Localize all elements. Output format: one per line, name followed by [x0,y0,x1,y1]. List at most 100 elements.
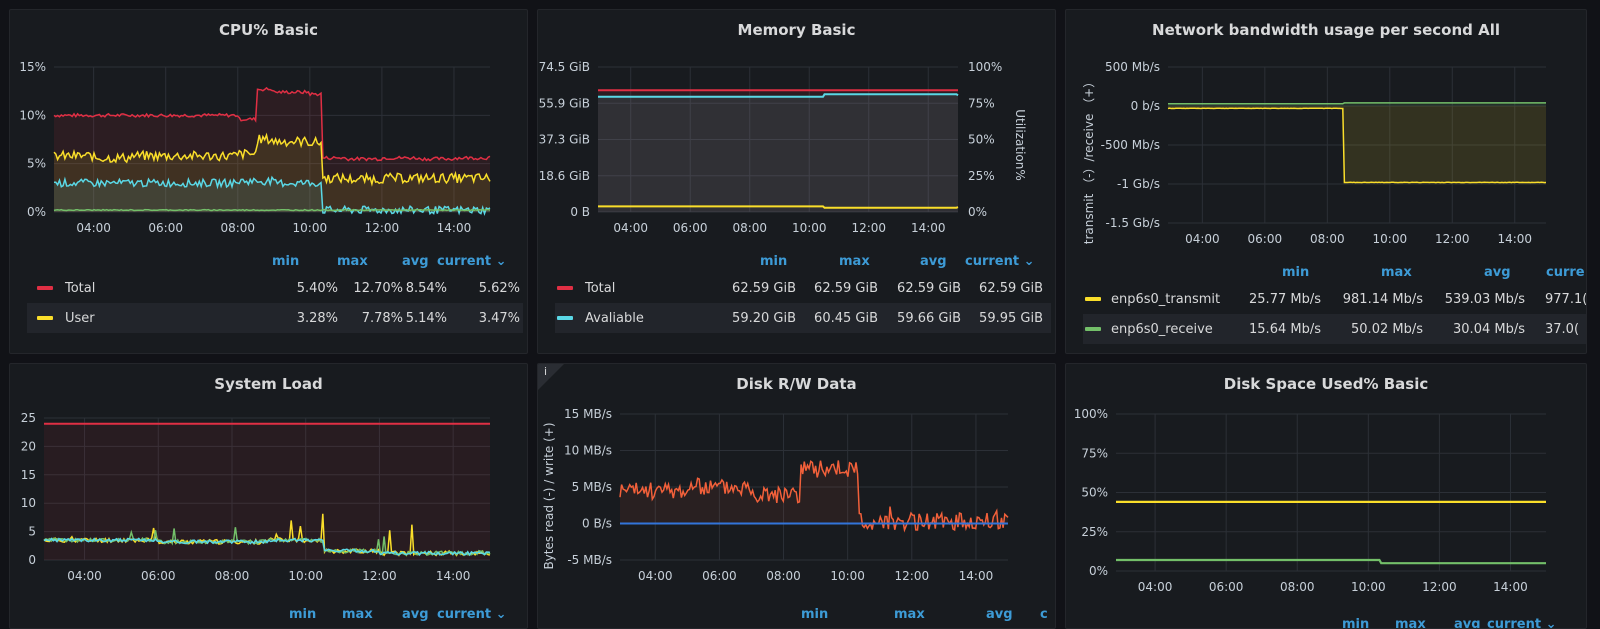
series-area [54,177,490,214]
legend-avg: 8.54% [405,280,447,296]
y-axis-label: transmit （-）/receive （+） [1082,76,1096,245]
legend-name: Total [65,280,96,296]
legend-max: 62.59 GiB [814,280,878,296]
legend-header-current[interactable]: current ⌄ [437,254,507,269]
legend-name: User [65,310,95,326]
panel-title[interactable]: Disk R/W Data [736,375,857,393]
legend-max: 50.02 Mb/s [1351,321,1423,337]
legend-header-max[interactable]: max [839,254,870,269]
y-tick-label: -500 Mb/s [1101,138,1160,152]
y2-tick-label: 25% [968,169,995,183]
legend-name: Total [585,280,616,296]
legend-header-avg[interactable]: avg [402,607,429,622]
disk-space-panel: Disk Space Used% Basic 100% 75% 50% 25% 0% 04… [1065,363,1587,629]
legend-header-max[interactable]: max [1381,265,1412,280]
legend-swatch [557,286,573,290]
y-tick-label: 10% [19,108,46,122]
y-tick-label: 0% [27,205,46,219]
legend-header-max[interactable]: max [337,254,368,269]
legend-header-min[interactable]: min [1342,617,1370,629]
y-tick-label: 74.5 GiB [539,60,590,74]
x-tick-label: 04:00 [67,569,102,583]
load-chart: 25 20 15 10 5 0 04:00 06:00 08:00 10:00 12:00 14:00 [21,411,491,583]
series-line-used [598,205,959,209]
legend-swatch [37,316,53,320]
legend-avg: 62.59 GiB [897,280,961,296]
series-area [598,94,958,212]
legend-row[interactable]: Total 62.59 GiB 62.59 GiB 62.59 GiB 62.5… [555,273,1051,303]
panel-title[interactable]: Disk Space Used% Basic [1223,375,1429,393]
legend-header-current[interactable]: c [1040,607,1048,622]
series-area [620,460,1008,530]
y-tick-label: 25% [1081,525,1108,539]
legend-max: 12.70% [353,280,403,296]
legend-row[interactable]: Total 5.40% 12.70% 8.54% 5.62% [27,273,523,303]
legend-header-avg[interactable]: avg [1484,265,1511,280]
y-tick-label: 20 [21,439,36,453]
legend-header-max[interactable]: max [1395,617,1426,629]
legend-header-max[interactable]: max [342,607,373,622]
y-tick-label: 5% [27,157,46,171]
y-tick-label: -1.5 Gb/s [1106,216,1160,230]
memory-panel: Memory Basic 74.5 GiB 55.9 GiB 37.3 GiB 18.… [537,9,1056,354]
legend-header-min[interactable]: min [760,254,788,269]
legend-min: 15.64 Mb/s [1249,321,1321,337]
x-tick-label: 14:00 [959,569,994,583]
legend-avg: 5.14% [405,310,447,326]
series-line-iowait [53,208,491,212]
legend-row[interactable]: User 3.28% 7.78% 5.14% 3.47% [27,303,523,333]
series-area [44,423,490,560]
legend-header-avg[interactable]: avg [920,254,947,269]
y2-tick-label: 75% [968,96,995,110]
legend-header-current[interactable]: current ⌄ [1487,617,1557,629]
legend-header-max[interactable]: max [894,607,925,622]
y-tick-label: 25 [21,411,36,425]
legend-header-avg[interactable]: avg [1454,617,1481,629]
x-tick-label: 06:00 [1248,232,1283,246]
info-icon[interactable]: i [538,364,564,390]
x-tick-label: 06:00 [148,221,183,235]
x-tick-label: 10:00 [1351,580,1386,594]
legend-header-current[interactable]: current ⌄ [965,254,1035,269]
series-area [54,134,490,212]
panel-title[interactable]: Network bandwidth usage per second All [1152,21,1500,39]
legend-row[interactable]: enp6s0_transmit 25.77 Mb/s 981.14 Mb/s 5… [1083,284,1587,314]
legend-min: 3.28% [296,310,338,326]
legend-row[interactable]: Avaliable 59.20 GiB 60.45 GiB 59.66 GiB … [555,303,1051,333]
legend-swatch [557,316,573,320]
legend-header-avg[interactable]: avg [986,607,1013,622]
legend-current: 62.59 GiB [979,280,1043,296]
legend-swatch [1085,327,1101,331]
legend-name: enp6s0_receive [1111,321,1213,337]
x-tick-label: 14:00 [911,221,946,235]
x-tick-label: 10:00 [830,569,865,583]
x-tick-label: 04:00 [1185,232,1220,246]
legend-header-min[interactable]: min [289,607,317,622]
y-tick-label: 500 Mb/s [1105,60,1160,74]
legend-current: 977.1( [1545,291,1587,307]
x-tick-label: 06:00 [141,569,176,583]
panel-title[interactable]: Memory Basic [737,21,856,39]
legend-header-current[interactable]: current ⌄ [437,607,507,622]
panel-title[interactable]: CPU% Basic [219,21,318,39]
disk-rw-panel: i Disk R/W Data 15 MB/s 10 MB/s 5 MB/s 0 B/… [537,363,1056,629]
legend-header-min[interactable]: min [272,254,300,269]
disk-rw-chart: 15 MB/s 10 MB/s 5 MB/s 0 B/s -5 MB/s 04:00 06:… [542,407,1009,583]
y2-tick-label: 50% [968,133,995,147]
y-tick-label: 10 MB/s [564,444,612,458]
x-tick-label: 10:00 [288,569,323,583]
legend-current: 59.95 GiB [979,310,1043,326]
legend-avg: 59.66 GiB [897,310,961,326]
x-tick-label: 08:00 [220,221,255,235]
y-tick-label: 0 b/s [1131,99,1160,113]
legend-header-current[interactable]: curre [1546,265,1585,280]
x-tick-label: 10:00 [792,221,827,235]
system-load-panel: System Load 25 20 15 10 5 0 04:00 06:00 08:00 10:… [9,363,528,629]
panel-title[interactable]: System Load [214,375,323,393]
legend-avg: 30.04 Mb/s [1453,321,1525,337]
legend-header-avg[interactable]: avg [402,254,429,269]
legend-row[interactable]: enp6s0_receive 15.64 Mb/s 50.02 Mb/s 30.… [1083,314,1586,344]
legend-header-min[interactable]: min [801,607,829,622]
legend-header-min[interactable]: min [1282,265,1310,280]
disk-space-chart: 100% 75% 50% 25% 0% 04:00 06:00 08:00 10:00 12:00… [1074,407,1546,594]
